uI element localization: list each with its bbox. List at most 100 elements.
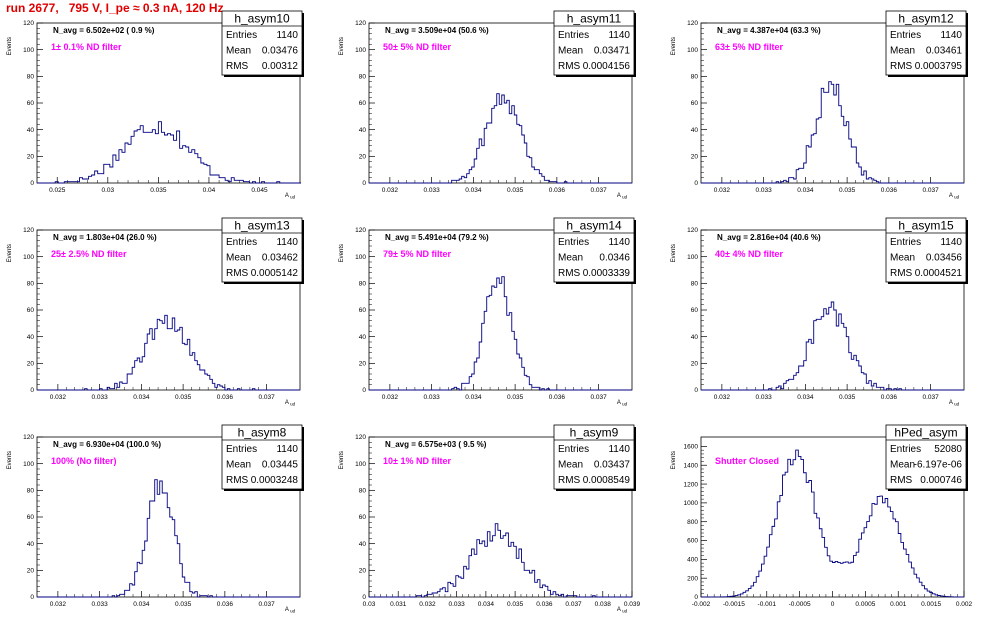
y-tick-label: 80 xyxy=(27,281,35,288)
histogram-line xyxy=(37,314,300,391)
stats-value: 0.0003795 xyxy=(915,61,963,72)
stats-value: 0.0005142 xyxy=(251,268,299,279)
stats-value: 0.0003339 xyxy=(583,268,631,279)
y-tick-label: 0 xyxy=(362,387,366,394)
y-axis-title: Events xyxy=(339,37,345,55)
y-axis-title: Events xyxy=(671,37,677,55)
x-tick-label: 0.0015 xyxy=(921,601,941,608)
y-tick-label: 800 xyxy=(687,519,698,526)
histogram-svg: 0 20 40 60 80 100 120 0.03 0.031 0.032 0.033 0.034 0… xyxy=(339,424,641,614)
x-tick-label: 0.037 xyxy=(258,601,275,608)
y-axis-title: Events xyxy=(339,244,345,262)
x-tick-label: 0.035 xyxy=(150,187,167,194)
histogram-line xyxy=(369,276,632,391)
x-tick-label: 0.032 xyxy=(714,394,731,401)
x-tick-label: -0.0015 xyxy=(723,601,745,608)
x-axis-title: A ud xyxy=(949,193,960,200)
stats-value: 1140 xyxy=(608,30,630,41)
stats-value: -6.197e-06 xyxy=(914,460,963,471)
y-tick-label: 0 xyxy=(694,387,698,394)
histogram-panel-h_asym14: 0 20 40 60 80 100 120 0.032 0.033 0.034 0.035 0.036… xyxy=(332,207,664,414)
histogram-svg: 0 20 40 60 80 100 120 0.025 0.03 0.035 0.04 0.045 Ev… xyxy=(7,10,304,200)
y-tick-label: 1400 xyxy=(684,462,699,469)
stats-value: 0.0003248 xyxy=(251,475,299,486)
stats-value: 0.03456 xyxy=(926,253,963,264)
stats-value: 0.0004521 xyxy=(915,268,963,279)
stats-label: Mean xyxy=(558,46,583,57)
stats-label: Mean xyxy=(226,460,251,471)
y-tick-label: 60 xyxy=(691,307,699,314)
y-tick-label: 20 xyxy=(27,568,35,575)
stats-box xyxy=(553,10,635,76)
x-tick-label: 0.036 xyxy=(549,187,566,194)
stats-label: Mean xyxy=(226,46,251,57)
stats-label: Mean xyxy=(890,460,915,471)
x-tick-label: 0.036 xyxy=(217,601,234,608)
stats-box xyxy=(221,217,303,283)
filter-label: 50± 5% ND filter xyxy=(383,42,451,52)
stats-label: RMS xyxy=(558,268,581,279)
x-tick-label: 0.032 xyxy=(382,394,399,401)
stats-label: Entries xyxy=(558,30,589,41)
histogram-line xyxy=(701,449,965,598)
y-tick-label: 80 xyxy=(691,281,699,288)
x-tick-label: 0.001 xyxy=(890,601,907,608)
stats-label: Entries xyxy=(226,237,257,248)
x-tick-label: 0.035 xyxy=(507,394,524,401)
stats-value: 0.03437 xyxy=(594,460,631,471)
x-tick-label: 0.036 xyxy=(536,601,553,608)
y-tick-label: 40 xyxy=(359,334,367,341)
x-tick-label: 0.036 xyxy=(217,394,234,401)
stats-label: Mean xyxy=(558,253,583,264)
histogram-svg: 0 20 40 60 80 100 120 0.032 0.033 0.034 0.035 0.036… xyxy=(339,10,636,200)
y-tick-label: 80 xyxy=(359,488,367,495)
y-tick-label: 120 xyxy=(687,20,698,27)
y-tick-label: 120 xyxy=(355,434,366,441)
x-tick-label: 0.037 xyxy=(590,187,607,194)
x-tick-label: 0.03 xyxy=(363,601,376,608)
x-tick-label: 0.034 xyxy=(478,601,495,608)
stats-label: Mean xyxy=(558,460,583,471)
stats-label: Mean xyxy=(890,253,915,264)
y-tick-label: 120 xyxy=(23,20,34,27)
histogram-panel-h_asym8: 0 20 40 60 80 100 120 0.032 0.033 0.034 0.035 0.036… xyxy=(0,414,332,621)
y-tick-label: 100 xyxy=(687,254,698,261)
y-tick-label: 0 xyxy=(30,180,34,187)
stats-box xyxy=(553,217,635,283)
x-axis-title-sub: ud xyxy=(621,195,628,200)
x-tick-label: 0.034 xyxy=(465,187,482,194)
x-tick-label: 0.035 xyxy=(507,601,524,608)
x-tick-label: 0.033 xyxy=(755,187,772,194)
y-tick-label: 20 xyxy=(27,154,35,161)
x-tick-label: 0.032 xyxy=(382,187,399,194)
x-tick-label: 0.036 xyxy=(549,394,566,401)
y-tick-label: 0 xyxy=(694,180,698,187)
x-tick-label: 0.033 xyxy=(423,187,440,194)
stats-label: Entries xyxy=(890,30,921,41)
navg-label: N_avg = 5.491e+04 (79.2 %) xyxy=(385,233,489,242)
x-tick-label: -0.001 xyxy=(758,601,777,608)
stats-value: 0.00312 xyxy=(262,61,299,72)
y-tick-label: 400 xyxy=(687,557,698,564)
x-axis-title-sub: ud xyxy=(289,195,296,200)
stats-value: 1140 xyxy=(940,30,962,41)
y-tick-label: 0 xyxy=(362,594,366,601)
navg-label: N_avg = 6.502e+02 ( 0.9 %) xyxy=(53,26,155,35)
histogram-svg: 0 20 40 60 80 100 120 0.032 0.033 0.034 0.035 0.036… xyxy=(671,217,968,407)
stats-value: 1140 xyxy=(276,444,298,455)
stats-histogram-name: h_asym13 xyxy=(234,219,290,233)
x-tick-label: 0.037 xyxy=(922,187,939,194)
y-tick-label: 100 xyxy=(355,254,366,261)
histogram-svg: 0 20 40 60 80 100 120 0.032 0.033 0.034 0.035 0.036… xyxy=(7,217,304,407)
x-tick-label: 0.033 xyxy=(449,601,466,608)
x-axis-title: A ud xyxy=(285,400,296,407)
x-tick-label: 0.033 xyxy=(91,394,108,401)
stats-value: 0.0346 xyxy=(599,253,630,264)
filter-label: 1± 0.1% ND filter xyxy=(51,42,122,52)
stats-label: RMS xyxy=(558,61,581,72)
y-tick-label: 0 xyxy=(30,387,34,394)
filter-label: 25± 2.5% ND filter xyxy=(51,249,127,259)
x-axis-title-sub: ud xyxy=(289,402,296,407)
x-axis-title: A ud xyxy=(617,400,628,407)
x-tick-label: 0.032 xyxy=(50,394,67,401)
